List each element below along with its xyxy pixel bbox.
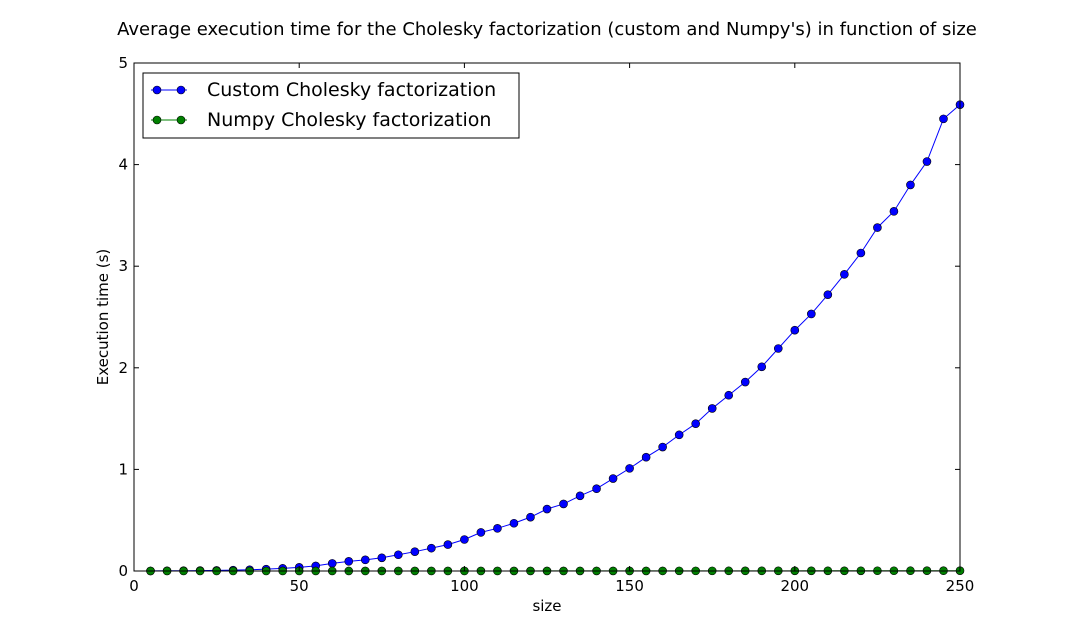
data-point [757, 362, 767, 372]
data-point [674, 430, 684, 440]
series-0 [146, 100, 965, 576]
data-point [641, 452, 651, 462]
legend-marker-1 [152, 115, 162, 125]
data-point [493, 524, 502, 533]
data-point [823, 290, 833, 299]
data-point [592, 484, 601, 494]
data-point [394, 550, 403, 560]
y-tick-label-1: 1 [118, 460, 128, 478]
y-axis-label: Execution time (s) [94, 249, 112, 386]
x-tick-label-5: 250 [946, 577, 975, 595]
data-point [509, 518, 519, 528]
data-point [773, 344, 783, 353]
legend-marker-0 [152, 85, 162, 95]
legend-label-1: Numpy Cholesky factorization [207, 109, 491, 131]
y-tick-label-2: 2 [118, 359, 128, 377]
y-tick-label-4: 4 [118, 156, 128, 174]
data-point [625, 464, 634, 473]
series-line-0 [150, 104, 961, 572]
series-layer [146, 100, 965, 576]
data-point [922, 157, 932, 166]
data-point [807, 309, 816, 319]
data-point [476, 528, 486, 537]
data-point [460, 535, 469, 544]
data-point [658, 442, 667, 452]
legend-marker-0 [176, 85, 186, 95]
x-tick-label-2: 100 [450, 577, 479, 595]
data-point [327, 559, 337, 568]
data-point [840, 270, 849, 279]
x-tick-label-3: 150 [615, 577, 644, 595]
data-point [790, 325, 800, 335]
data-point [691, 419, 700, 428]
chart-title: Average execution time for the Cholesky … [117, 19, 977, 40]
x-tick-label-1: 50 [290, 577, 309, 595]
data-point [939, 114, 948, 124]
data-point [559, 499, 568, 509]
data-point [377, 553, 387, 563]
data-point [724, 390, 734, 400]
data-point [542, 504, 552, 514]
legend-label-0: Custom Cholesky factorization [207, 79, 496, 101]
data-point [906, 180, 915, 190]
plot-frame [133, 62, 961, 572]
data-point [608, 474, 618, 483]
legend-box [142, 72, 520, 139]
x-tick-label-4: 200 [780, 577, 809, 595]
data-point [410, 547, 420, 556]
legend-marker-1 [176, 115, 186, 125]
data-point [526, 512, 535, 522]
data-point [427, 543, 436, 553]
data-point [360, 555, 370, 565]
y-tick-label-0: 0 [118, 562, 128, 580]
data-point [707, 404, 717, 413]
data-point [873, 223, 882, 232]
x-axis-label: size [532, 597, 561, 615]
data-point [856, 248, 866, 258]
data-point [344, 557, 354, 566]
y-tick-label-3: 3 [118, 257, 128, 275]
data-point [889, 207, 899, 216]
y-tick-label-5: 5 [118, 54, 128, 72]
x-tick-label-0: 0 [129, 577, 139, 595]
legend: Custom Cholesky factorization Numpy Chole… [142, 72, 520, 139]
data-point [740, 377, 750, 387]
data-point [443, 540, 453, 549]
ticks-layer: 0 50 100 150 200 250 0 1 2 3 4 5 [118, 54, 974, 595]
data-point [575, 491, 585, 501]
